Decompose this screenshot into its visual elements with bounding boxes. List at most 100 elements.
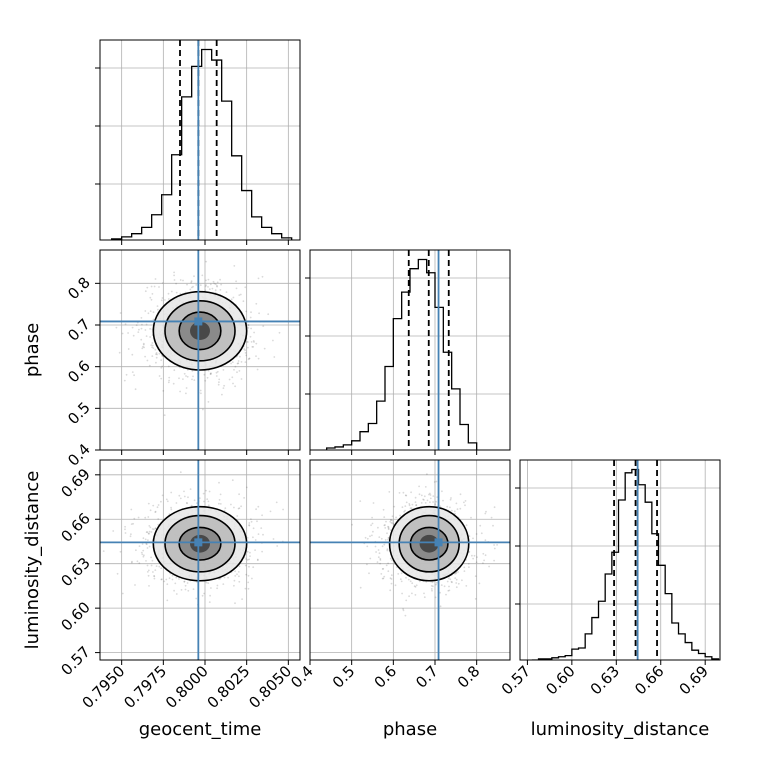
scatter-point (173, 589, 176, 592)
scatter-point (157, 518, 160, 520)
scatter-point (383, 516, 386, 518)
scatter-point (366, 563, 368, 566)
scatter-point (257, 505, 260, 508)
scatter-point (393, 505, 396, 508)
scatter-point (243, 497, 246, 499)
scatter-point (154, 278, 157, 280)
scatter-point (124, 528, 126, 531)
scatter-point (261, 514, 263, 517)
scatter-point (209, 283, 212, 286)
scatter-point (134, 388, 137, 391)
scatter-point (248, 357, 251, 360)
scatter-point (219, 289, 222, 291)
scatter-point (158, 375, 161, 377)
scatter-point (165, 498, 168, 501)
scatter-point (242, 300, 245, 303)
scatter-point (457, 582, 460, 585)
scatter-point (255, 302, 258, 305)
scatter-point (218, 502, 220, 505)
scatter-point (380, 573, 383, 575)
scatter-point (435, 500, 437, 503)
scatter-point (223, 576, 226, 579)
scatter-point (186, 375, 189, 378)
scatter-point (253, 341, 255, 343)
scatter-point (443, 585, 446, 588)
scatter-point (485, 510, 487, 513)
density-level-0 (419, 534, 439, 553)
scatter-point (97, 487, 99, 489)
scatter-point (207, 278, 210, 281)
scatter-point (272, 339, 274, 342)
scatter-point (183, 490, 185, 493)
scatter-point (476, 556, 478, 558)
x-axis-label-luminosity_distance: luminosity_distance (531, 719, 710, 740)
scatter-point (351, 523, 353, 526)
scatter-point (131, 371, 134, 373)
scatter-point (390, 519, 392, 522)
scatter-point (390, 578, 393, 580)
scatter-point (273, 356, 276, 358)
scatter-point (250, 311, 252, 314)
scatter-point (468, 566, 470, 568)
scatter-point (215, 375, 218, 377)
scatter-point (424, 486, 427, 488)
scatter-point (423, 592, 425, 595)
scatter-point (468, 550, 471, 553)
scatter-point (418, 493, 421, 496)
joint-content (115, 260, 281, 417)
scatter-point (380, 537, 383, 540)
scatter-point (441, 490, 443, 493)
scatter-point (398, 492, 401, 494)
scatter-point (401, 506, 404, 509)
scatter-point (119, 550, 122, 553)
scatter-point (148, 585, 150, 587)
scatter-point (456, 508, 459, 511)
scatter-point (179, 471, 182, 474)
scatter-point (245, 310, 248, 313)
scatter-point (244, 587, 247, 590)
scatter-point (190, 504, 193, 507)
scatter-point (474, 575, 477, 578)
scatter-point (455, 578, 458, 581)
x-tick-label: 0.7 (412, 662, 442, 692)
scatter-point (125, 373, 128, 376)
scatter-point (173, 274, 176, 277)
scatter-point (383, 524, 386, 527)
scatter-point (240, 505, 243, 508)
hist-panel-luminosity_distance: 0.57 0.60 0.63 0.66 0.69 (498, 459, 721, 698)
scatter-point (199, 389, 202, 392)
scatter-point (175, 282, 178, 285)
scatter-point (418, 580, 421, 583)
scatter-point (262, 533, 264, 536)
scatter-point (383, 575, 386, 578)
scatter-point (428, 493, 430, 496)
scatter-point (429, 497, 432, 500)
scatter-point (250, 341, 253, 343)
scatter-point (183, 580, 186, 583)
scatter-point (154, 348, 157, 351)
scatter-point (149, 328, 152, 330)
scatter-point (256, 520, 258, 523)
scatter-point (149, 310, 152, 312)
scatter-point (377, 526, 379, 529)
scatter-point (236, 362, 239, 365)
scatter-point (138, 562, 141, 565)
scatter-point (209, 372, 212, 375)
scatter-point (251, 577, 253, 580)
scatter-point (152, 311, 155, 314)
scatter-point (153, 285, 156, 288)
scatter-point (184, 584, 187, 587)
scatter-point (205, 260, 208, 263)
scatter-point (234, 602, 236, 605)
histogram-geocent_time (111, 48, 293, 240)
scatter-point (164, 299, 166, 301)
scatter-point (127, 332, 129, 334)
scatter-point (248, 522, 251, 524)
scatter-point (376, 561, 379, 563)
scatter-point (409, 507, 412, 510)
scatter-point (390, 574, 393, 577)
scatter-point (147, 532, 150, 535)
scatter-point (150, 285, 153, 288)
scatter-point (413, 585, 416, 588)
scatter-point (212, 280, 215, 283)
